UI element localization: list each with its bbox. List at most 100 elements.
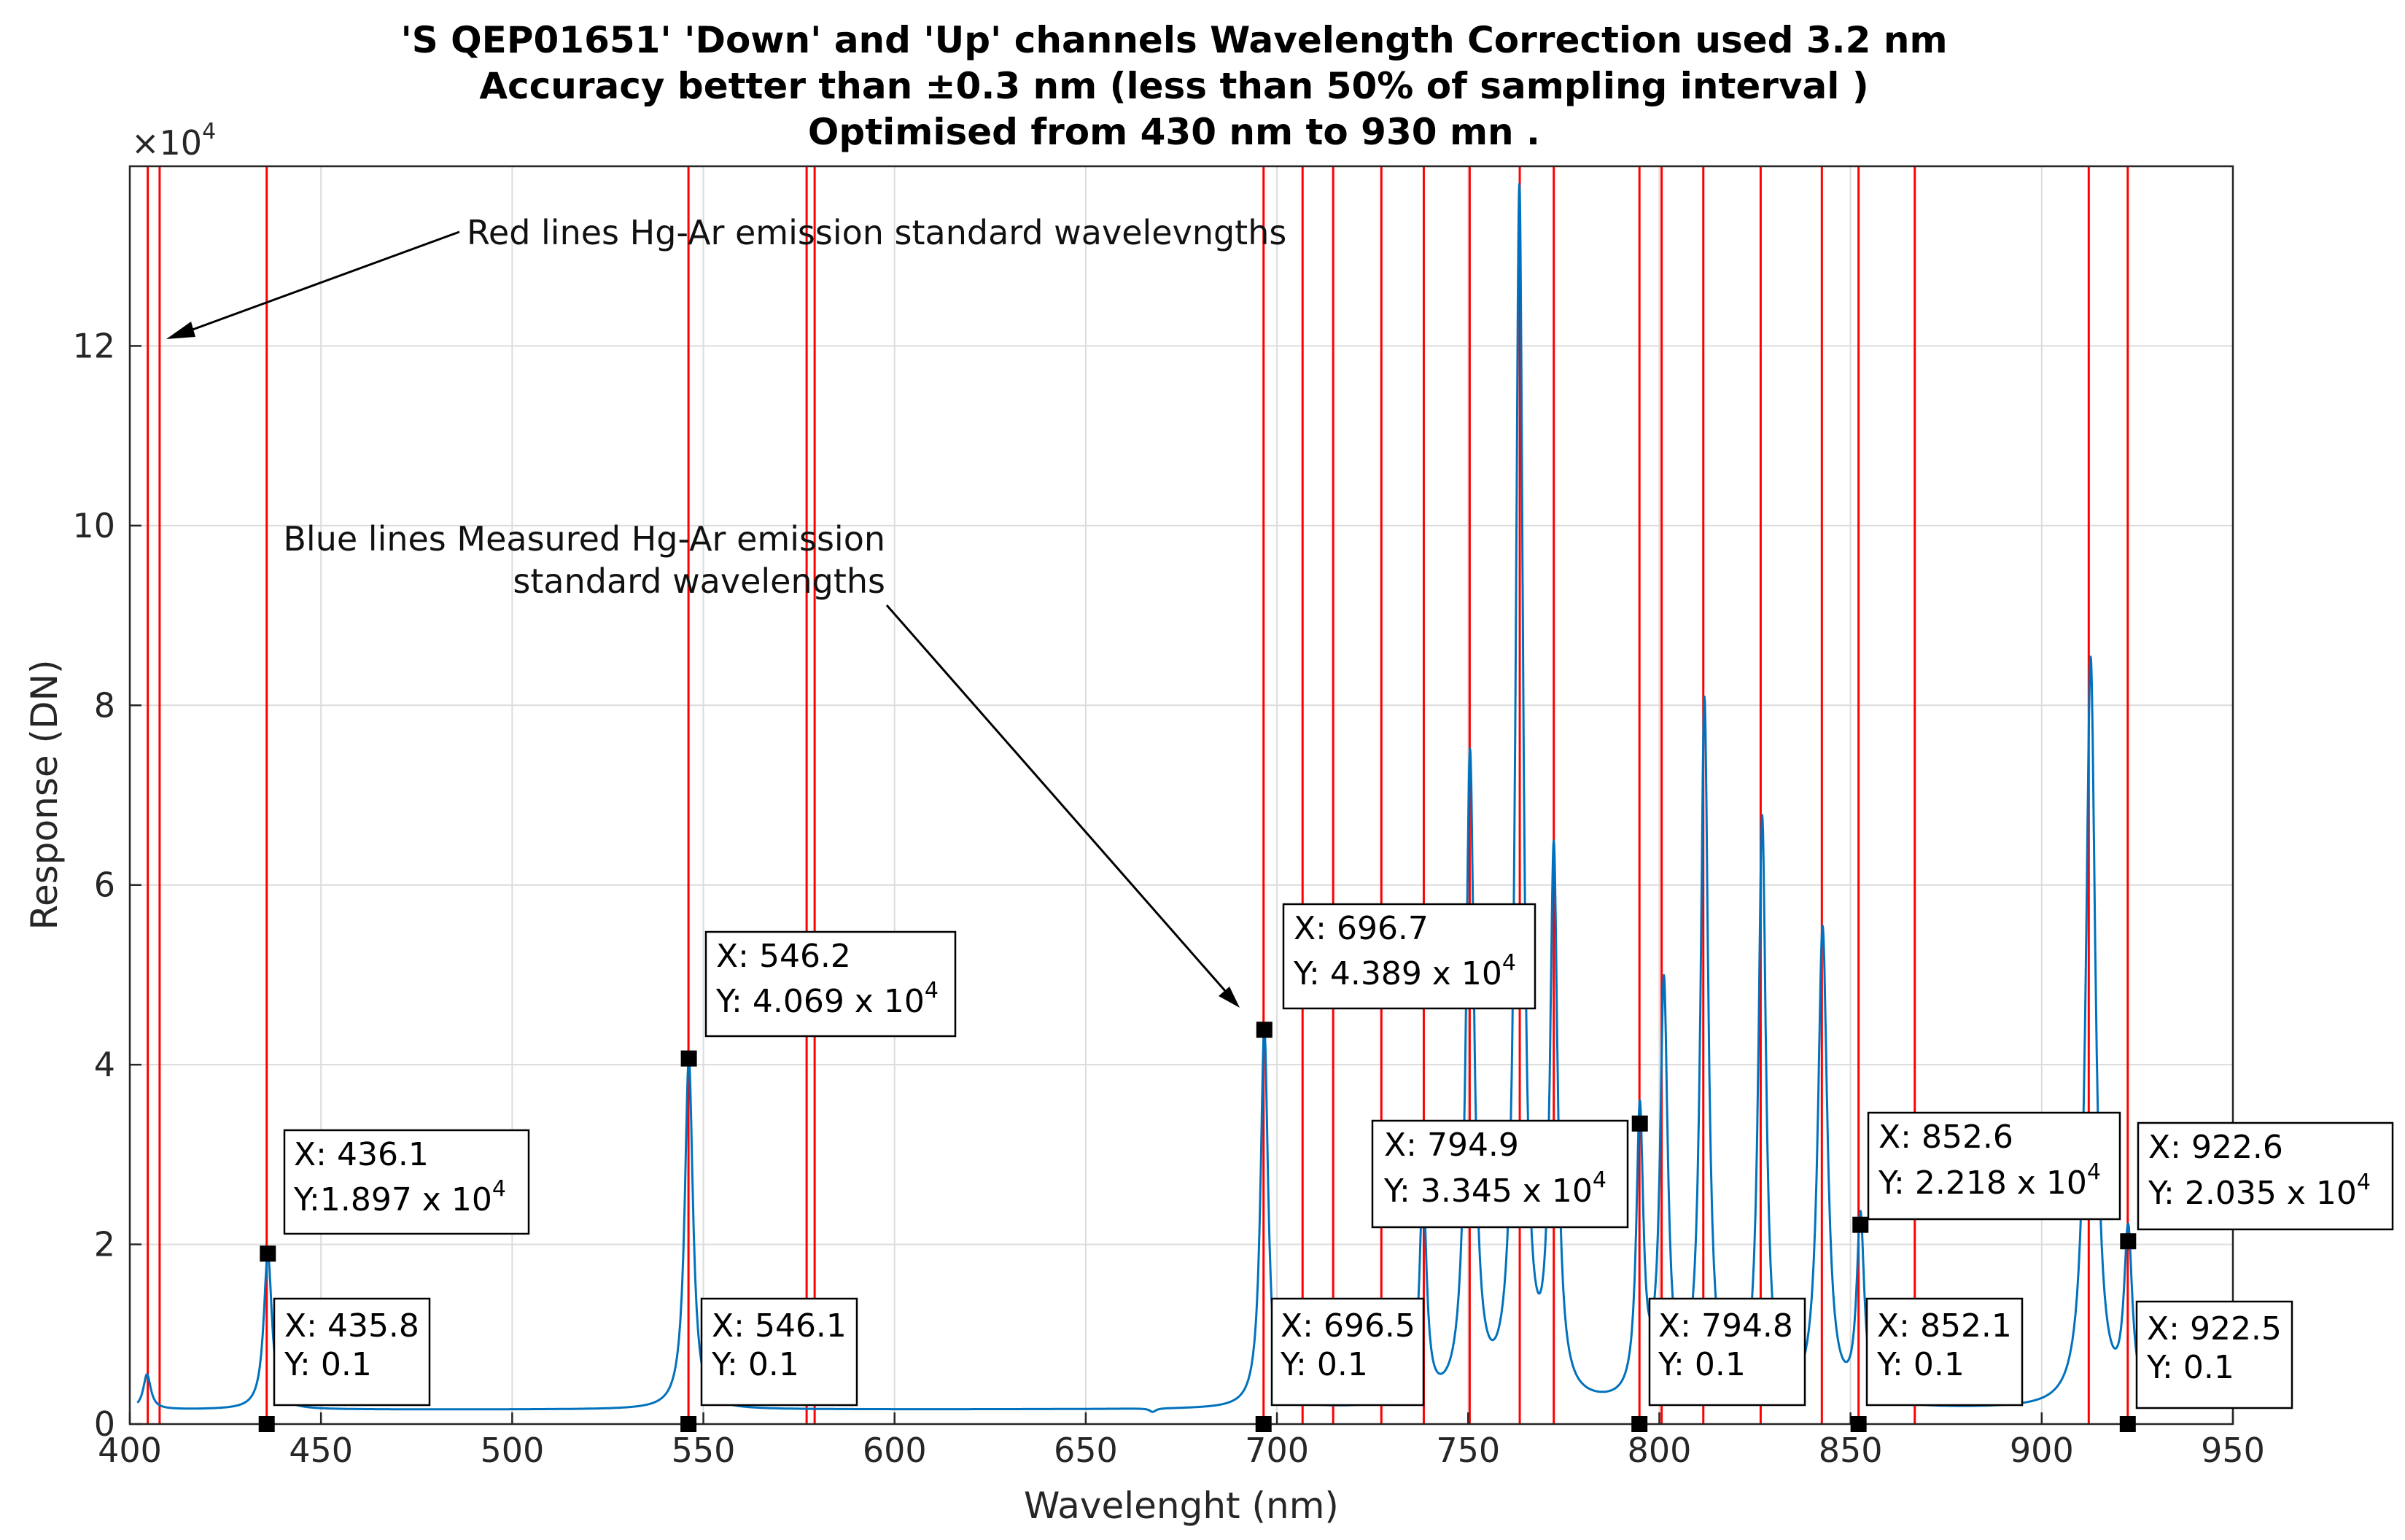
- axes: [128, 165, 2234, 1426]
- datatip-y-exponent: 4: [492, 1176, 506, 1202]
- chart-title-line-2: Accuracy better than ±0.3 nm (less than …: [479, 65, 1868, 107]
- datatip-marker-standard: [1255, 1416, 1272, 1432]
- y-axis-label: Response (DN): [23, 660, 66, 930]
- annotation-red-lines: Red lines Hg-Ar emission standard wavele…: [166, 213, 1286, 339]
- datatip-box: [1270, 1297, 1425, 1407]
- datatip-measured-923[interactable]: X: 922.6 Y: 2.035 x 104: [2137, 1121, 2394, 1231]
- datatip-standard-923[interactable]: X: 922.5 Y: 0.1: [2135, 1300, 2293, 1409]
- y-tick-label: 12: [72, 326, 115, 365]
- datatip-box: [1865, 1297, 2024, 1407]
- axes-box: [128, 165, 2234, 1426]
- datatip-marker-measured: [1852, 1216, 1869, 1233]
- datatip-y-mantissa: Y: 4.389 x 10: [1293, 955, 1502, 992]
- datatip-y: Y: 0.1: [1876, 1346, 1965, 1383]
- datatip-standard-546[interactable]: X: 546.1 Y: 0.1: [700, 1297, 858, 1407]
- standard-wavelength-lines: [147, 166, 2129, 1424]
- datatip-marker-measured: [1631, 1115, 1648, 1132]
- datatip-y: Y: 0.1: [2146, 1349, 2234, 1386]
- datatip-marker-standard: [258, 1416, 275, 1432]
- x-tick-label: 950: [2201, 1431, 2265, 1470]
- datatip-y-exponent: 4: [2087, 1159, 2101, 1185]
- y-tick-label: 8: [94, 685, 115, 725]
- datatip-box: [1371, 1119, 1629, 1229]
- datatip-box: [700, 1297, 858, 1407]
- datatip-y: Y: 3.345 x 104: [1383, 1167, 1606, 1210]
- datatip-y-mantissa: Y: 2.035 x 10: [2148, 1175, 2357, 1212]
- annotation-blue-lines: Blue lines Measured Hg-Ar emission stand…: [283, 519, 1240, 1008]
- x-tick-label: 500: [480, 1431, 544, 1470]
- x-tick-label: 650: [1054, 1431, 1118, 1470]
- datatip-box: [2137, 1121, 2394, 1231]
- datatip-y-exponent: 4: [1502, 950, 1516, 976]
- y-exponent-power: 4: [202, 119, 216, 144]
- x-tick-label: 450: [289, 1431, 353, 1470]
- annotation-red-lines-arrowhead: [166, 322, 195, 339]
- datatip-box: [273, 1297, 431, 1407]
- datatip-y: Y: 4.069 x 104: [715, 978, 939, 1020]
- datatip-y: Y: 4.389 x 104: [1293, 950, 1516, 992]
- datatip-standard-852[interactable]: X: 852.1 Y: 0.1: [1865, 1297, 2024, 1407]
- x-tick-label: 600: [863, 1431, 927, 1470]
- datatip-x: X: 435.8: [284, 1307, 419, 1345]
- datatip-y: Y: 0.1: [1658, 1346, 1746, 1383]
- datatip-standard-436[interactable]: X: 435.8 Y: 0.1: [273, 1297, 431, 1407]
- annotation-blue-lines-text-2: standard wavelengths: [513, 561, 885, 601]
- datatip-measured-436[interactable]: X: 436.1 Y:1.897 x 104: [283, 1129, 530, 1235]
- y-tick-label: 10: [72, 506, 115, 545]
- y-tick-label: 4: [94, 1045, 115, 1084]
- datatip-x: X: 852.6: [1878, 1119, 2013, 1156]
- datatip-x: X: 546.2: [716, 938, 851, 975]
- datatip-box: [1282, 903, 1536, 1010]
- datatip-y-exponent: 4: [2357, 1170, 2371, 1195]
- datatip-y-mantissa: Y:1.897 x 10: [293, 1181, 492, 1218]
- annotation-blue-lines-text-1: Blue lines Measured Hg-Ar emission: [283, 519, 885, 559]
- datatip-marker-standard: [2119, 1416, 2136, 1432]
- datatip-x: X: 922.6: [2148, 1129, 2283, 1166]
- annotation-blue-lines-arrow: [885, 604, 1232, 998]
- datatip-y: Y:1.897 x 104: [293, 1176, 506, 1218]
- datatip-measured-697[interactable]: X: 696.7 Y: 4.389 x 104: [1282, 903, 1536, 1010]
- datatip-y: Y: 2.218 x 104: [1878, 1159, 2101, 1202]
- datatip-x: X: 794.8: [1658, 1307, 1793, 1345]
- datatip-y-mantissa: Y: 2.218 x 10: [1878, 1164, 2087, 1202]
- y-exponent-base: ×10: [131, 123, 202, 163]
- datatip-standard-697[interactable]: X: 696.5 Y: 0.1: [1270, 1297, 1425, 1407]
- y-tick-label: 6: [94, 866, 115, 905]
- datatip-x: X: 922.5: [2147, 1310, 2282, 1348]
- datatip-measured-853[interactable]: X: 852.6 Y: 2.218 x 104: [1867, 1111, 2121, 1221]
- datatip-marker-measured: [260, 1245, 276, 1262]
- chart-title-line-1: 'S QEP01651' 'Down' and 'Up' channels Wa…: [400, 19, 1947, 61]
- y-exponent-label: ×104: [131, 119, 216, 163]
- x-tick-label: 750: [1436, 1431, 1500, 1470]
- x-tick-label: 550: [672, 1431, 736, 1470]
- x-tick-label: 400: [98, 1431, 162, 1470]
- x-tick-label: 700: [1245, 1431, 1309, 1470]
- datatip-box: [2135, 1300, 2293, 1409]
- datatip-y-exponent: 4: [925, 978, 939, 1003]
- datatip-marker-measured: [1256, 1022, 1273, 1038]
- datatip-standard-795[interactable]: X: 794.8 Y: 0.1: [1648, 1297, 1806, 1407]
- y-tick-label: 0: [94, 1404, 115, 1444]
- datatip-markers: [258, 1022, 2137, 1432]
- datatip-marker-measured: [680, 1050, 697, 1067]
- datatip-x: X: 696.7: [1294, 910, 1429, 947]
- annotation-red-lines-arrow: [178, 230, 460, 336]
- datatip-measured-546[interactable]: X: 546.2 Y: 4.069 x 104: [704, 930, 957, 1038]
- x-tick-label: 850: [1819, 1431, 1883, 1470]
- datatip-marker-standard: [1631, 1416, 1648, 1432]
- datatip-marker-measured: [2120, 1233, 2137, 1250]
- datatip-box: [704, 930, 957, 1038]
- datatip-measured-795[interactable]: X: 794.9 Y: 3.345 x 104: [1371, 1119, 1629, 1229]
- datatip-x: X: 546.1: [712, 1307, 847, 1345]
- datatip-marker-standard: [1850, 1416, 1867, 1432]
- datatip-y: Y: 2.035 x 104: [2148, 1170, 2371, 1212]
- x-tick-label: 900: [2010, 1431, 2074, 1470]
- datatip-y-exponent: 4: [1593, 1167, 1606, 1193]
- datatip-y: Y: 0.1: [1280, 1346, 1368, 1383]
- datatip-x: X: 852.1: [1877, 1307, 2012, 1345]
- datatip-y-mantissa: Y: 3.345 x 10: [1383, 1172, 1593, 1210]
- y-tick-labels: 0 2 4 6 8 10 12: [72, 326, 115, 1444]
- datatip-marker-standard: [680, 1416, 697, 1432]
- x-axis-label: Wavelenght (nm): [1024, 1485, 1339, 1527]
